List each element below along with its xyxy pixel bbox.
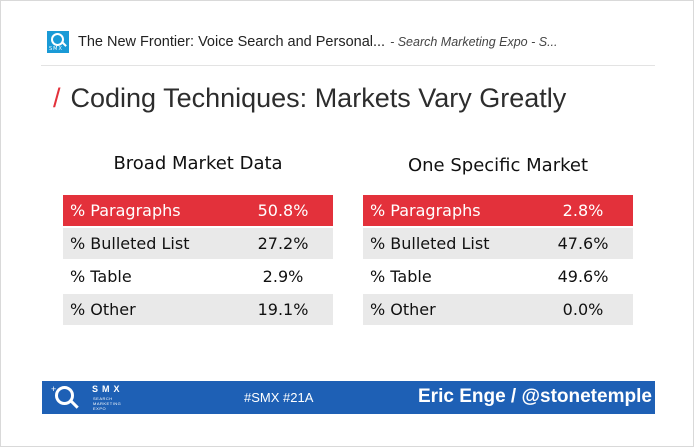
- specific-market-title: One Specific Market: [407, 155, 589, 176]
- footer-hashtag: #SMX #21A: [244, 390, 314, 405]
- footer-brand: SMX: [92, 384, 124, 394]
- row-label: % Paragraphs: [363, 195, 533, 226]
- row-value: 2.9%: [233, 261, 333, 292]
- row-label: % Other: [63, 294, 233, 325]
- row-label: % Paragraphs: [63, 195, 233, 226]
- table-row: % Paragraphs 50.8%: [63, 195, 333, 226]
- table-row: % Table 2.9%: [63, 261, 333, 292]
- broad-market-title: Broad Market Data: [113, 153, 283, 174]
- smx-logo-icon: SMX: [47, 31, 69, 53]
- embed-title[interactable]: The New Frontier: Voice Search and Perso…: [78, 34, 386, 50]
- row-value: 27.2%: [233, 228, 333, 259]
- slide-title-text: Coding Techniques: Markets Vary Greatly: [70, 83, 567, 113]
- row-value: 50.8%: [233, 195, 333, 226]
- slide-footer: + SMX SEARCH MARKETING EXPO #SMX #21A Er…: [42, 381, 655, 414]
- broad-market-table: % Paragraphs 50.8% % Bulleted List 27.2%…: [63, 193, 333, 327]
- row-label: % Other: [363, 294, 533, 325]
- table-row: % Bulleted List 27.2%: [63, 228, 333, 259]
- table-row: % Table 49.6%: [363, 261, 633, 292]
- row-value: 0.0%: [533, 294, 633, 325]
- table-row: % Other 0.0%: [363, 294, 633, 325]
- magnifier-icon: [55, 386, 74, 405]
- row-label: % Bulleted List: [63, 228, 233, 259]
- table-row: % Other 19.1%: [63, 294, 333, 325]
- specific-market-table: % Paragraphs 2.8% % Bulleted List 47.6% …: [363, 193, 633, 327]
- row-label: % Bulleted List: [363, 228, 533, 259]
- magnifier-handle: [70, 400, 79, 409]
- footer-presenter: Eric Enge / @stonetemple: [418, 386, 652, 407]
- row-label: % Table: [363, 261, 533, 292]
- title-slash: /: [53, 83, 61, 113]
- row-label: % Table: [63, 261, 233, 292]
- footer-brand-sub: SEARCH MARKETING EXPO: [93, 396, 122, 411]
- embed-subtitle: - Search Marketing Expo - S...: [390, 35, 558, 49]
- embed-header[interactable]: SMX The New Frontier: Voice Search and P…: [47, 29, 558, 55]
- row-value: 2.8%: [533, 195, 633, 226]
- row-value: 47.6%: [533, 228, 633, 259]
- slide-title: / Coding Techniques: Markets Vary Greatly: [53, 83, 566, 114]
- header-divider: [41, 65, 655, 66]
- table-row: % Bulleted List 47.6%: [363, 228, 633, 259]
- table-row: % Paragraphs 2.8%: [363, 195, 633, 226]
- row-value: 49.6%: [533, 261, 633, 292]
- row-value: 19.1%: [233, 294, 333, 325]
- plus-icon: +: [51, 384, 57, 394]
